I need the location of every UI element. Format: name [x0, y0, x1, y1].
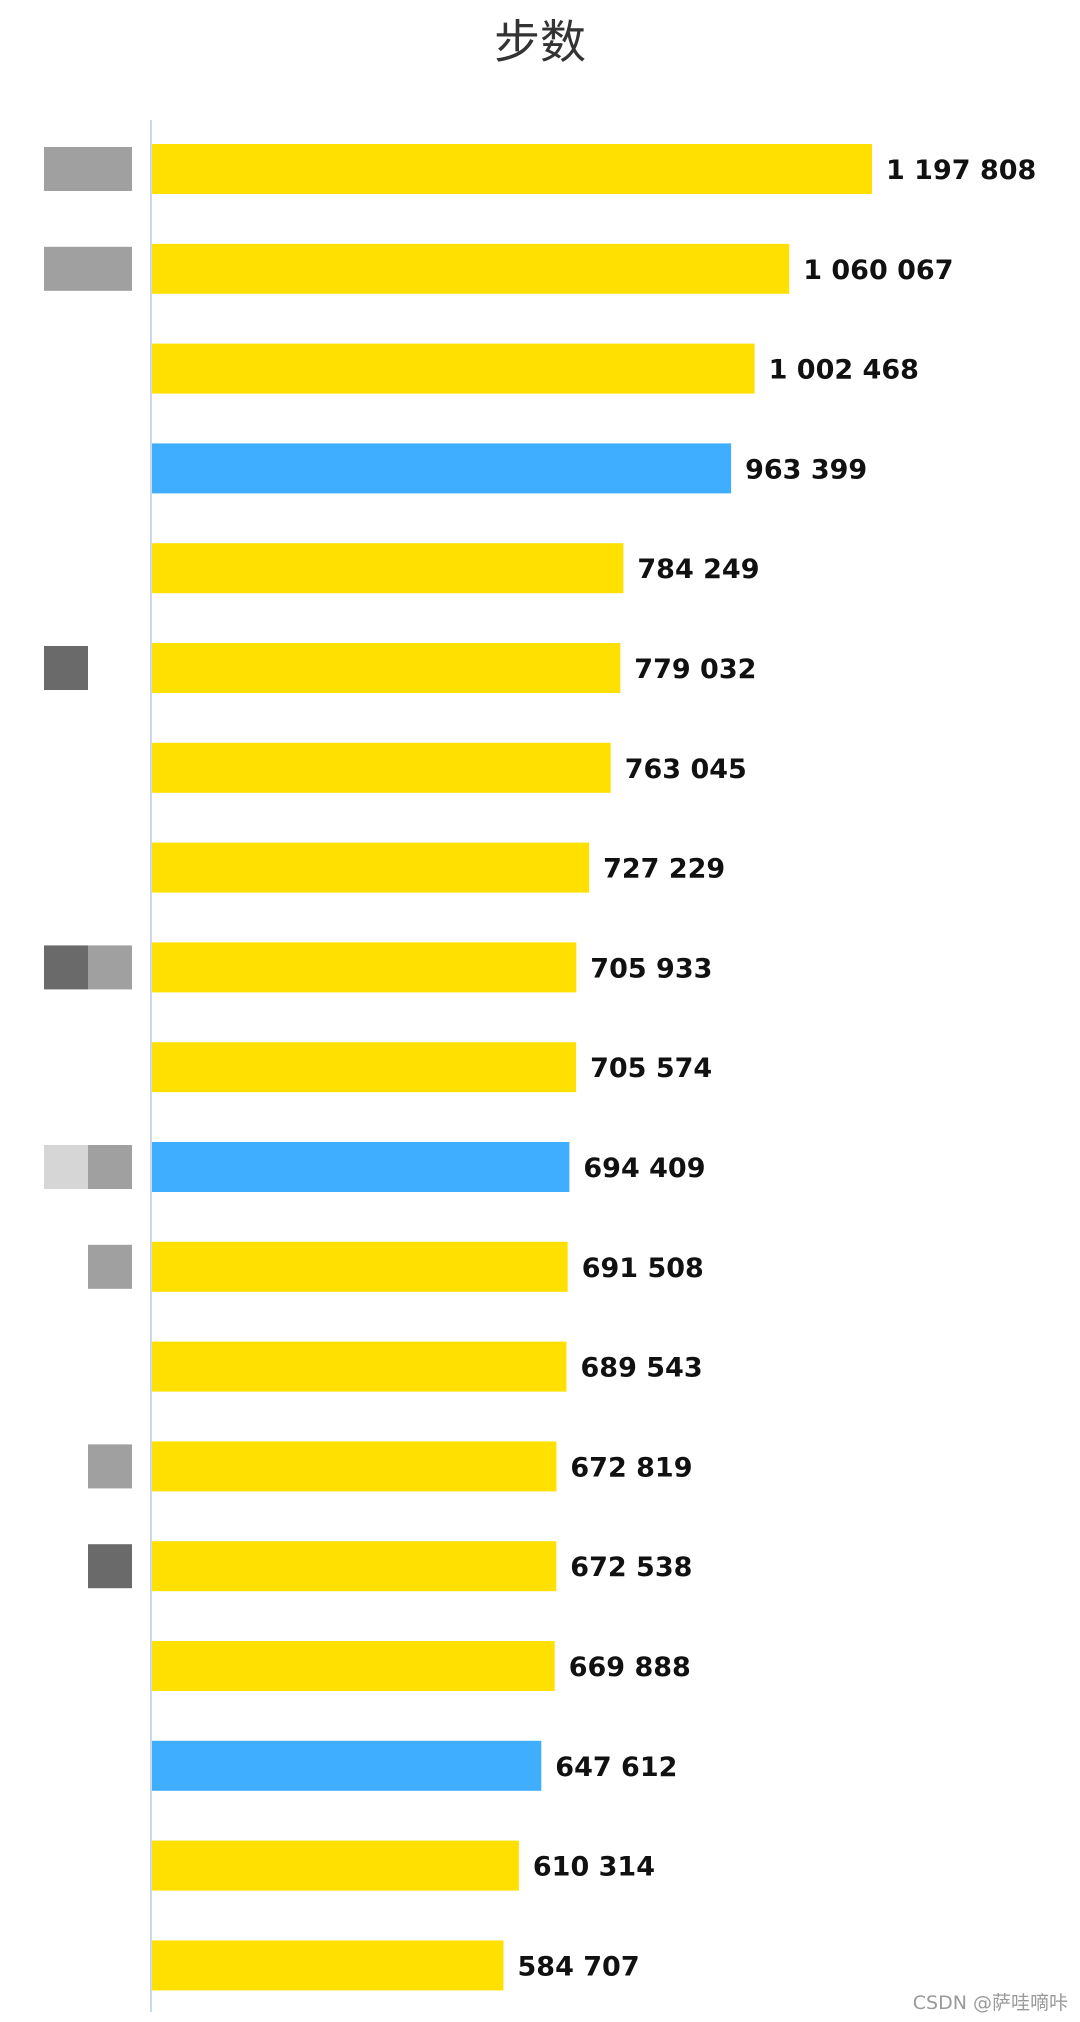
- value-label-2: 1 060 067: [803, 255, 953, 286]
- bar-15: [152, 1541, 557, 1592]
- value-label-12: 691 508: [582, 1253, 704, 1284]
- value-label-11: 694 409: [583, 1153, 705, 1184]
- value-label-17: 647 612: [555, 1752, 677, 1783]
- redacted-label-block: [44, 1145, 88, 1189]
- redacted-label-block: [88, 246, 132, 291]
- bar-9: [152, 942, 577, 993]
- bar-12: [152, 1241, 568, 1292]
- bar-18: [152, 1840, 519, 1891]
- redacted-label-block: [44, 945, 88, 990]
- bar-16: [152, 1641, 555, 1691]
- bar-3: [152, 343, 755, 394]
- bar-14: [152, 1441, 557, 1492]
- bar-13: [152, 1341, 567, 1392]
- bar-4: [152, 443, 732, 494]
- category-labels-redacted: [44, 147, 132, 1589]
- redacted-label-block: [44, 646, 88, 690]
- redacted-label-block: [44, 246, 88, 291]
- watermark-text: CSDN @萨哇嘀咔: [913, 1992, 1068, 2014]
- bar-2: [152, 243, 790, 294]
- value-label-18: 610 314: [533, 1852, 655, 1883]
- value-label-1: 1 197 808: [886, 155, 1036, 186]
- bar-6: [152, 643, 621, 693]
- bar-10: [152, 1042, 577, 1093]
- bar-1: [152, 144, 872, 194]
- redacted-label-block: [88, 1244, 132, 1289]
- bar-17: [152, 1740, 542, 1791]
- value-label-10: 705 574: [590, 1053, 712, 1084]
- value-label-6: 779 032: [634, 654, 756, 685]
- value-label-8: 727 229: [603, 854, 725, 885]
- chart-title: 步数: [494, 15, 586, 69]
- value-label-4: 963 399: [745, 454, 867, 485]
- redacted-label-block: [44, 147, 88, 191]
- bar-8: [152, 842, 590, 893]
- value-label-13: 689 543: [581, 1353, 703, 1384]
- value-label-7: 763 045: [625, 754, 747, 785]
- bar-11: [152, 1142, 570, 1192]
- redacted-label-block: [88, 147, 132, 191]
- bar-5: [152, 543, 624, 594]
- bars-group: [152, 144, 872, 1991]
- value-label-3: 1 002 468: [769, 355, 919, 386]
- value-label-14: 672 819: [570, 1452, 692, 1483]
- value-label-9: 705 933: [590, 953, 712, 984]
- value-label-16: 669 888: [569, 1652, 691, 1683]
- value-label-19: 584 707: [518, 1951, 640, 1982]
- value-labels-group: 1 197 808 1 060 067 1 002 468 963 399 784 24…: [518, 155, 1037, 1982]
- redacted-label-block: [88, 1145, 132, 1189]
- bar-19: [152, 1940, 504, 1991]
- bar-7: [152, 742, 611, 793]
- redacted-label-block: [88, 1544, 132, 1589]
- redacted-label-block: [88, 1444, 132, 1489]
- redacted-label-block: [88, 945, 132, 990]
- value-label-5: 784 249: [637, 554, 759, 585]
- value-label-15: 672 538: [570, 1552, 692, 1583]
